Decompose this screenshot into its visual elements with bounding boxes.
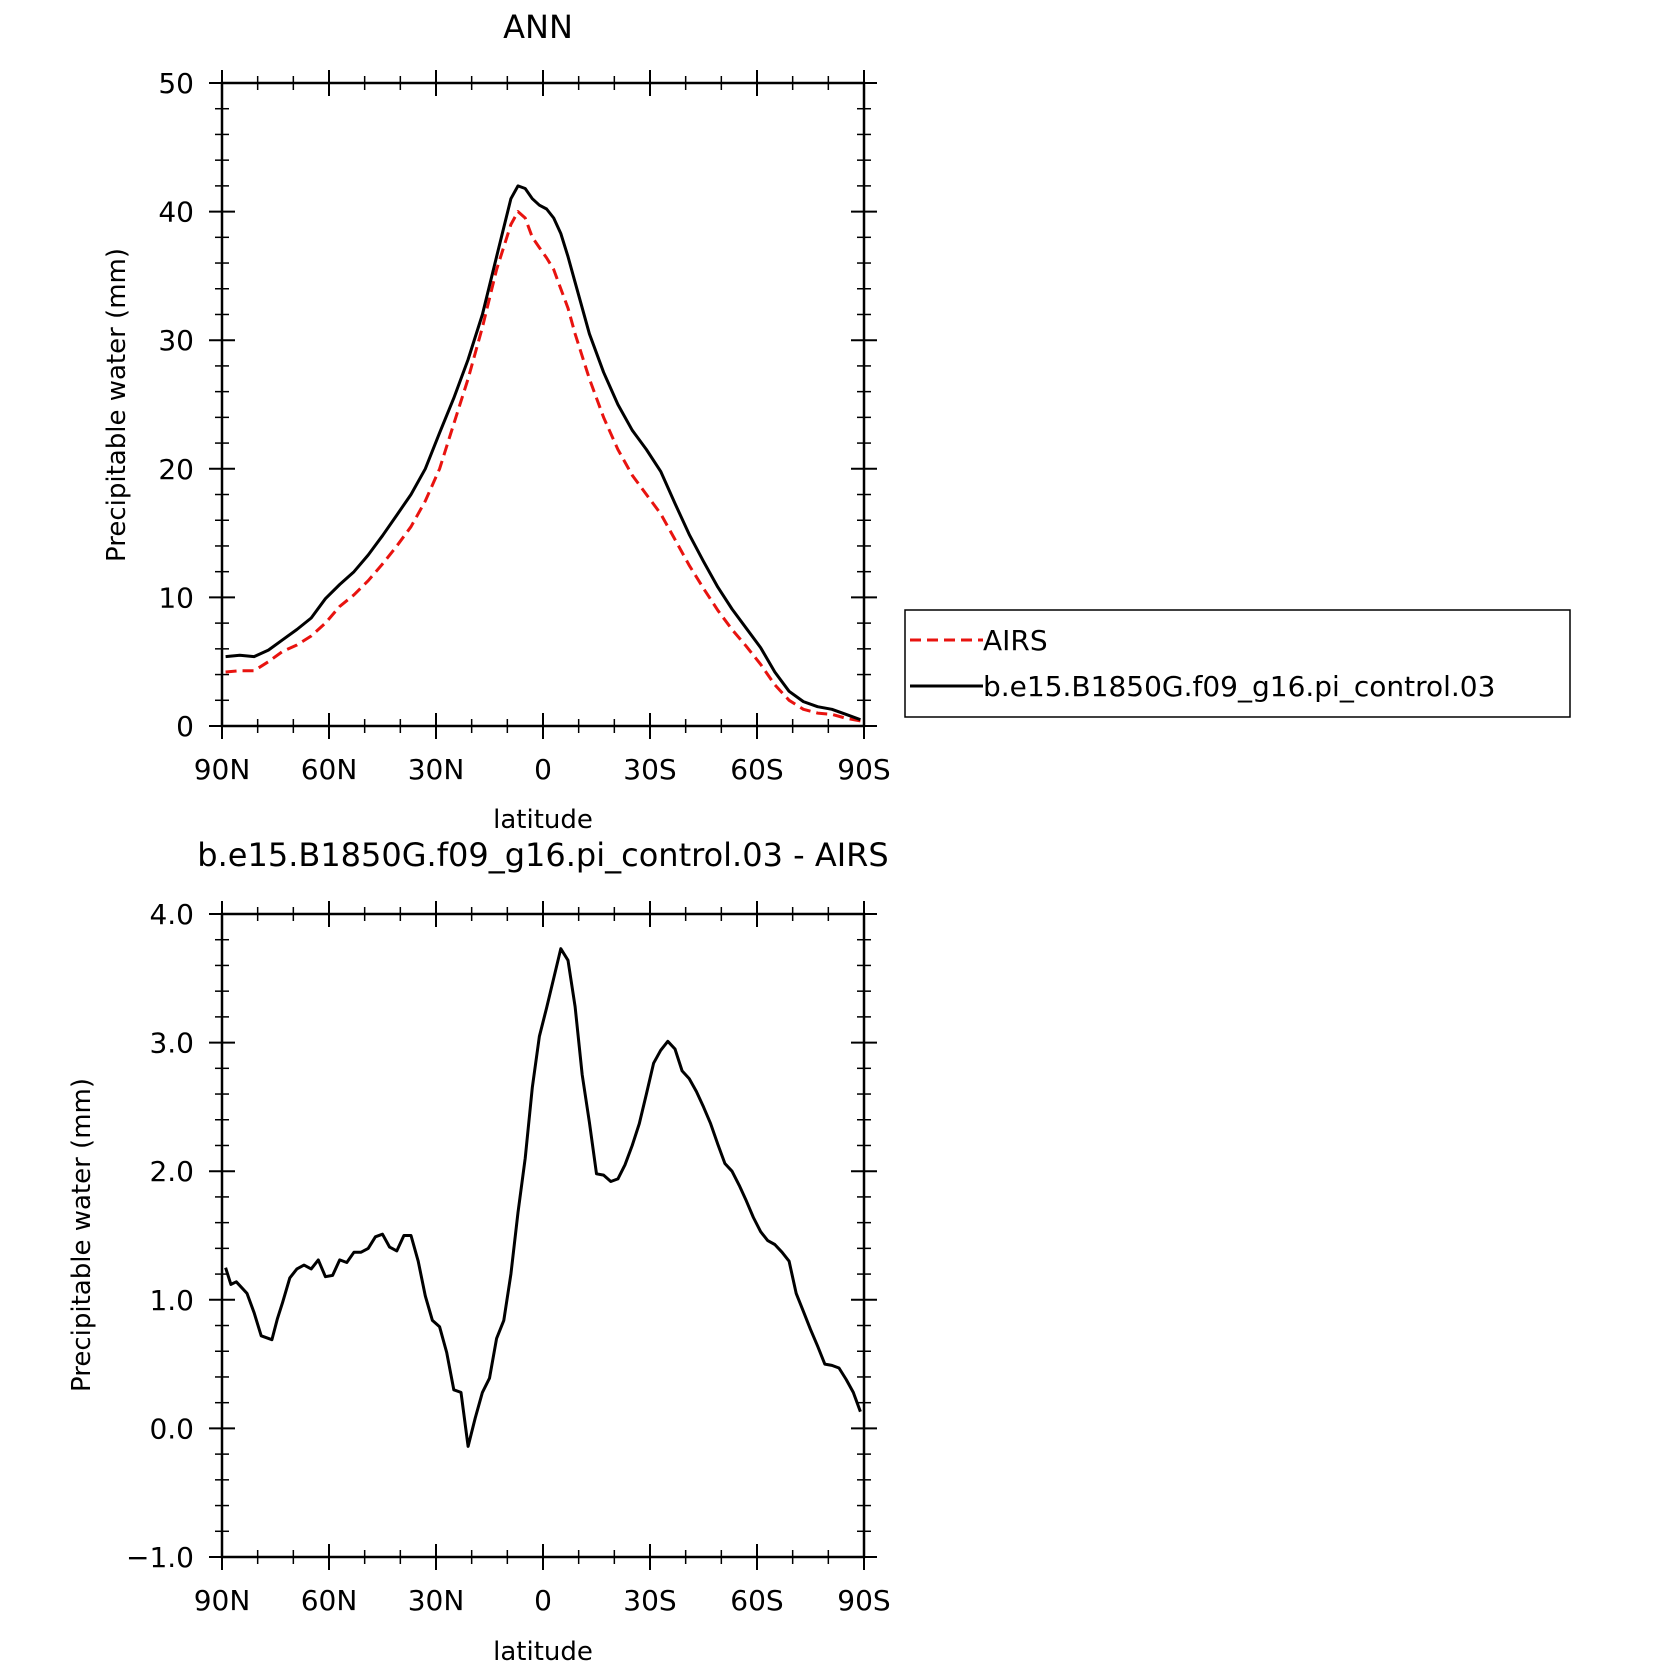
bottom-y-tick-label: 3.0 bbox=[149, 1027, 194, 1060]
bottom-y-axis-label: Precipitable water (mm) bbox=[67, 1078, 97, 1392]
top-x-tick-label: 90N bbox=[194, 753, 251, 786]
bottom-x-tick-label: 90S bbox=[837, 1584, 890, 1617]
top-y-axis-label: Precipitable water (mm) bbox=[102, 248, 132, 562]
legend-label-model: b.e15.B1850G.f09_g16.pi_control.03 bbox=[983, 670, 1495, 703]
top-y-tick-label: 40 bbox=[158, 196, 194, 229]
bottom-x-tick-label: 60N bbox=[301, 1584, 358, 1617]
top-chart-title: ANN bbox=[503, 8, 573, 46]
top-series-line-model bbox=[225, 184, 861, 722]
bottom-series-line-difference bbox=[224, 947, 862, 1448]
legend-label-airs: AIRS bbox=[983, 624, 1048, 657]
top-x-tick-label: 30N bbox=[408, 753, 465, 786]
top-plot-frame bbox=[220, 81, 866, 728]
legend: AIRS b.e15.B1850G.f09_g16.pi_control.03 bbox=[904, 609, 1571, 718]
top-x-axis: 90N 60N 30N 0 30S 60S 90S bbox=[194, 70, 891, 786]
top-x-tick-label: 30S bbox=[623, 753, 676, 786]
top-series-line-airs bbox=[225, 210, 861, 723]
bottom-x-tick-label: 30N bbox=[408, 1584, 465, 1617]
top-panel: ANN 0 10 20 30 40 50 90N 60N 30N 0 30S 60S 90S lati… bbox=[102, 8, 891, 835]
bottom-y-tick-label: 2.0 bbox=[149, 1155, 194, 1188]
top-y-tick-label: 0 bbox=[176, 710, 194, 743]
legend-box bbox=[904, 609, 1571, 718]
bottom-y-tick-label: 0.0 bbox=[149, 1412, 194, 1445]
bottom-x-tick-label: 0 bbox=[534, 1584, 552, 1617]
bottom-x-axis-label: latitude bbox=[493, 1637, 593, 1667]
bottom-x-tick-label: 30S bbox=[623, 1584, 676, 1617]
bottom-x-tick-label: 60S bbox=[730, 1584, 783, 1617]
bottom-plot-frame bbox=[220, 912, 866, 1559]
top-x-tick-label: 0 bbox=[534, 753, 552, 786]
bottom-x-tick-label: 90N bbox=[194, 1584, 251, 1617]
top-y-axis: 0 10 20 30 40 50 bbox=[158, 67, 877, 743]
top-y-tick-label: 50 bbox=[158, 67, 194, 100]
top-x-axis-label: latitude bbox=[493, 805, 593, 835]
top-y-tick-label: 30 bbox=[158, 324, 194, 357]
top-x-tick-label: 60S bbox=[730, 753, 783, 786]
bottom-series-group bbox=[224, 947, 862, 1448]
bottom-y-tick-label: 1.0 bbox=[149, 1284, 194, 1317]
top-series-group bbox=[225, 184, 861, 723]
top-x-tick-label: 60N bbox=[301, 753, 358, 786]
bottom-chart-title: b.e15.B1850G.f09_g16.pi_control.03 - AIR… bbox=[197, 836, 888, 874]
bottom-y-tick-label: −1.0 bbox=[126, 1541, 194, 1574]
bottom-y-tick-label: 4.0 bbox=[149, 898, 194, 931]
top-y-tick-label: 20 bbox=[158, 453, 194, 486]
top-y-tick-label: 10 bbox=[158, 581, 194, 614]
top-x-tick-label: 90S bbox=[837, 753, 890, 786]
bottom-panel: b.e15.B1850G.f09_g16.pi_control.03 - AIR… bbox=[67, 836, 891, 1667]
